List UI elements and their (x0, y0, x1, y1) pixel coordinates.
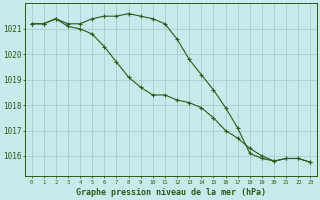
X-axis label: Graphe pression niveau de la mer (hPa): Graphe pression niveau de la mer (hPa) (76, 188, 266, 197)
